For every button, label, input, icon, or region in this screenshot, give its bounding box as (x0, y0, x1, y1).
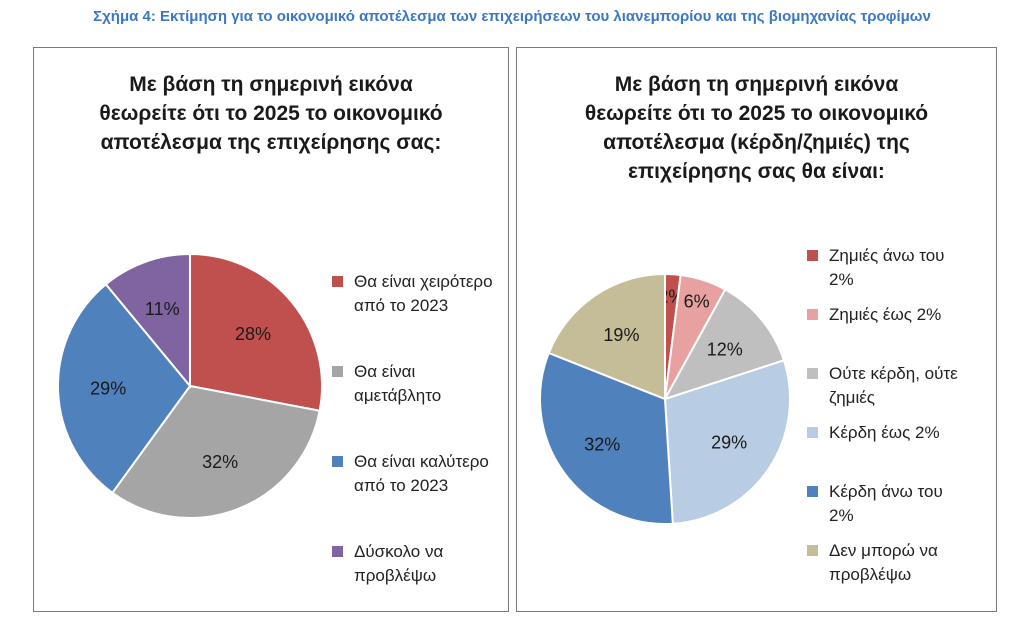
legend-label: Θα είναι χειρότερο από το 2023 (354, 270, 524, 318)
legend-label-line: Ούτε κέρδη, ούτε (829, 364, 958, 383)
legend-label-line: 2% (829, 270, 854, 289)
pie-chart-left: 28% 32% 29% 11% (57, 252, 323, 519)
legend-label-line: προβλέψω (354, 566, 437, 585)
legend-label: Ζημιές άνω του 2% (829, 244, 999, 292)
pie-data-label: 28% (235, 324, 271, 344)
legend-swatch (807, 368, 818, 379)
chart-panel-right: Με βάση τη σημερινή εικόνα θεωρείτε ότι τ… (516, 47, 997, 612)
pie-data-label: 29% (90, 379, 126, 399)
legend-swatch (807, 427, 818, 438)
figure-title: Σχήμα 4: Εκτίμηση για το οικονομικό αποτ… (93, 8, 931, 25)
legend-label-line: αμετάβλητο (354, 386, 442, 405)
chart-title-line: θεωρείτε ότι το 2025 το οικονομικό (584, 102, 929, 125)
legend-label: Κέρδη έως 2% (829, 421, 999, 445)
legend-swatch (807, 309, 818, 320)
pie-slice (111, 384, 321, 519)
legend-label-line: Ζημιές έως 2% (829, 305, 942, 324)
pie-data-label: 11% (145, 299, 180, 319)
pie-data-label: 32% (202, 452, 238, 472)
pie-slice (539, 351, 674, 525)
legend-swatch (807, 486, 818, 497)
pie-chart-right: 2% 6%12%29%32%19% (539, 272, 791, 525)
legend-label-line: Θα είναι καλύτερο (354, 452, 489, 471)
legend-label-line: Κέρδη άνω του (829, 482, 943, 501)
pie-slice (57, 282, 192, 495)
chart-title-line: Με βάση τη σημερινή εικόνα (614, 73, 899, 96)
legend-label: Ζημιές έως 2% (829, 303, 999, 327)
chart-title-left: Με βάση τη σημερινή εικόνα θεωρείτε ότι τ… (44, 70, 498, 157)
chart-title-line: αποτέλεσμα της επιχείρησης σας: (100, 131, 442, 154)
legend-swatch (332, 456, 343, 467)
pie-data-label: 32% (584, 435, 620, 455)
chart-panel-left: Με βάση τη σημερινή εικόνα θεωρείτε ότι τ… (33, 47, 509, 612)
pie-slice (663, 359, 791, 525)
pie-data-label: 12% (707, 340, 743, 360)
legend-label-line: 2% (829, 506, 854, 525)
pie-data-label: 19% (603, 325, 639, 345)
legend-swatch (807, 545, 818, 556)
chart-title-line: θεωρείτε ότι το 2025 το οικονομικό (99, 102, 443, 125)
legend-label-line: Δύσκολο να (354, 542, 444, 561)
pie-data-label: 6% (684, 292, 710, 312)
legend-swatch (332, 366, 343, 377)
pie-slice (547, 272, 666, 401)
legend-label-line: Θα είναι (354, 362, 416, 381)
legend-label: Θα είναι καλύτερο από το 2023 (354, 450, 524, 498)
pie-data-label: 29% (711, 433, 747, 453)
legend-label-line: από το 2023 (354, 296, 449, 315)
legend-label-line: από το 2023 (354, 476, 449, 495)
chart-title-line: επιχείρησης σας θα είναι: (628, 160, 885, 183)
pie-slice (189, 252, 323, 412)
legend-label: Δεν μπορώ να προβλέψω (829, 539, 999, 587)
legend-label: Ούτε κέρδη, ούτε ζημιές (829, 362, 999, 410)
legend-swatch (807, 250, 818, 261)
legend-label: Θα είναι αμετάβλητο (354, 360, 524, 408)
chart-title-line: αποτέλεσμα (κέρδη/ζημιές) της (603, 131, 910, 154)
chart-title-right: Με βάση τη σημερινή εικόνα θεωρείτε ότι τ… (527, 70, 986, 186)
legend-label-line: ζημιές (829, 388, 875, 407)
legend-label-line: Ζημιές άνω του (829, 246, 945, 265)
legend-label-line: Δεν μπορώ να (829, 541, 938, 560)
legend-swatch (332, 276, 343, 287)
pie-slice (104, 252, 191, 389)
chart-title-line: Με βάση τη σημερινή εικόνα (129, 73, 413, 96)
legend-swatch (332, 546, 343, 557)
legend-label-line: προβλέψω (829, 565, 912, 584)
legend-label-line: Θα είναι χειρότερο (354, 272, 493, 291)
pie-slice (662, 288, 786, 401)
legend-label: Δύσκολο να προβλέψω (354, 540, 524, 588)
legend-label: Κέρδη άνω του 2% (829, 480, 999, 528)
legend-label-line: Κέρδη έως 2% (829, 423, 940, 442)
